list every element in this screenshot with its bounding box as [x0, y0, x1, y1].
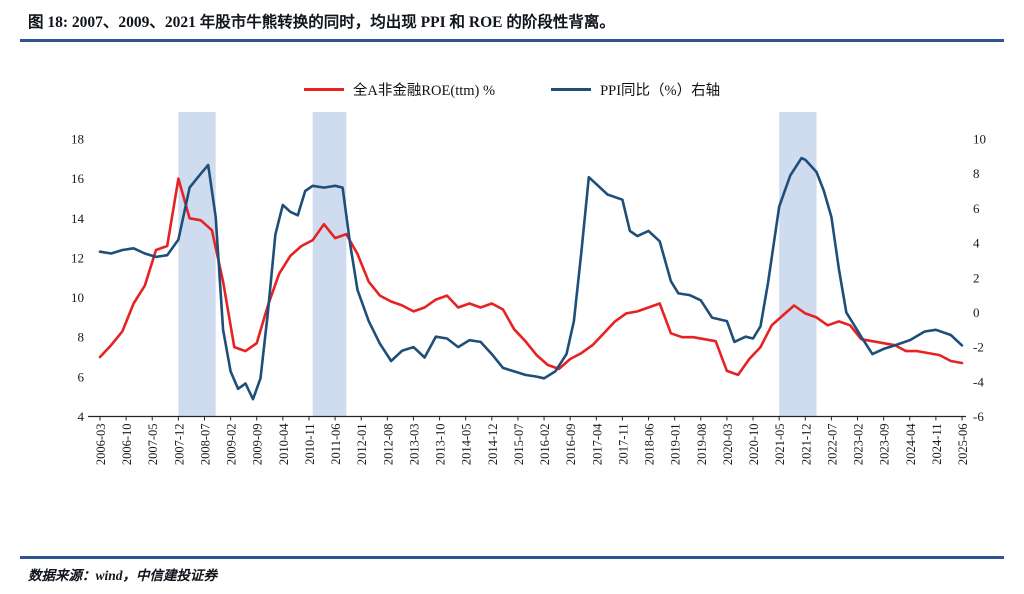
legend-label-ppi: PPI同比（%）右轴 [600, 83, 721, 99]
x-tick-label: 2018-06 [643, 424, 657, 466]
x-tick-label: 2013-03 [408, 424, 422, 466]
right-tick-label: 8 [973, 166, 980, 181]
x-tick-label: 2008-07 [199, 424, 213, 466]
right-tick-label: 10 [973, 132, 986, 147]
right-tick-label: 0 [973, 305, 980, 320]
x-tick-label: 2014-12 [486, 424, 500, 466]
x-tick-label: 2014-05 [460, 424, 474, 466]
x-tick-label: 2020-03 [721, 424, 735, 466]
x-tick-label: 2016-02 [538, 424, 552, 466]
left-tick-label: 14 [71, 211, 85, 226]
legend-item-roe: 全A非金融ROE(ttm) % [303, 79, 496, 100]
roe-line-swatch-icon [303, 87, 344, 92]
x-tick-label: 2009-09 [251, 424, 265, 466]
x-tick-label: 2024-11 [930, 424, 944, 465]
x-tick-label: 2019-01 [669, 424, 683, 466]
right-tick-label: -4 [973, 374, 984, 389]
x-tick-label: 2013-10 [434, 424, 448, 466]
x-tick-label: 2019-08 [695, 424, 709, 466]
figure-title: 图 18: 2007、2009、2021 年股市牛熊转换的同时，均出现 PPI … [28, 14, 615, 31]
x-tick-label: 2006-03 [94, 424, 108, 466]
x-tick-label: 2022-07 [825, 424, 839, 466]
x-tick-label: 2017-11 [616, 424, 630, 465]
x-tick-label: 2023-09 [878, 424, 892, 466]
data-source-note: 数据来源：wind，中信建投证券 [28, 568, 218, 583]
highlight-band [178, 112, 216, 417]
right-tick-label: 2 [973, 270, 980, 285]
x-tick-label: 2024-04 [904, 423, 918, 465]
left-tick-label: 12 [71, 250, 84, 265]
x-tick-label: 2010-11 [303, 424, 317, 465]
x-tick-label: 2006-10 [120, 424, 134, 466]
x-tick-label: 2012-01 [355, 424, 369, 466]
left-tick-label: 6 [78, 369, 85, 384]
title-divider-rule [20, 39, 1004, 42]
left-tick-label: 18 [71, 132, 84, 147]
ppi-series-line [98, 156, 964, 401]
highlight-band [779, 112, 817, 417]
x-tick-label: 2007-05 [146, 424, 160, 466]
x-tick-label: 2020-10 [747, 424, 761, 466]
x-tick-label: 2021-05 [773, 424, 787, 466]
left-tick-label: 10 [71, 290, 84, 305]
x-tick-label: 2016-09 [564, 424, 578, 466]
x-tick-label: 2023-02 [852, 424, 866, 466]
right-tick-label: 6 [973, 201, 980, 216]
footer-divider-rule [20, 556, 1004, 559]
x-tick-label: 2025-06 [956, 424, 970, 466]
x-tick-label: 2015-07 [512, 424, 526, 466]
right-tick-label: -6 [973, 409, 984, 424]
x-tick-label: 2009-02 [225, 424, 239, 466]
highlight-band [312, 112, 347, 417]
x-tick-label: 2007-12 [172, 424, 186, 466]
left-tick-label: 16 [71, 171, 85, 186]
x-tick-label: 2010-04 [277, 423, 291, 465]
roe-series-line [98, 177, 964, 377]
right-tick-label: -2 [973, 340, 984, 355]
x-tick-label: 2011-06 [329, 424, 343, 465]
x-tick-label: 2012-08 [381, 424, 395, 466]
left-tick-label: 4 [78, 409, 85, 424]
legend-label-roe: 全A非金融ROE(ttm) % [352, 83, 496, 99]
ppi-line-swatch-icon [551, 87, 592, 92]
chart-legend: 全A非金融ROE(ttm) % PPI同比（%）右轴 [0, 79, 1024, 100]
legend-item-ppi: PPI同比（%）右轴 [551, 79, 720, 100]
x-tick-label: 2021-12 [799, 424, 813, 466]
x-tick-label: 2017-04 [590, 423, 604, 465]
right-tick-label: 4 [973, 236, 980, 251]
left-tick-label: 8 [78, 330, 85, 345]
